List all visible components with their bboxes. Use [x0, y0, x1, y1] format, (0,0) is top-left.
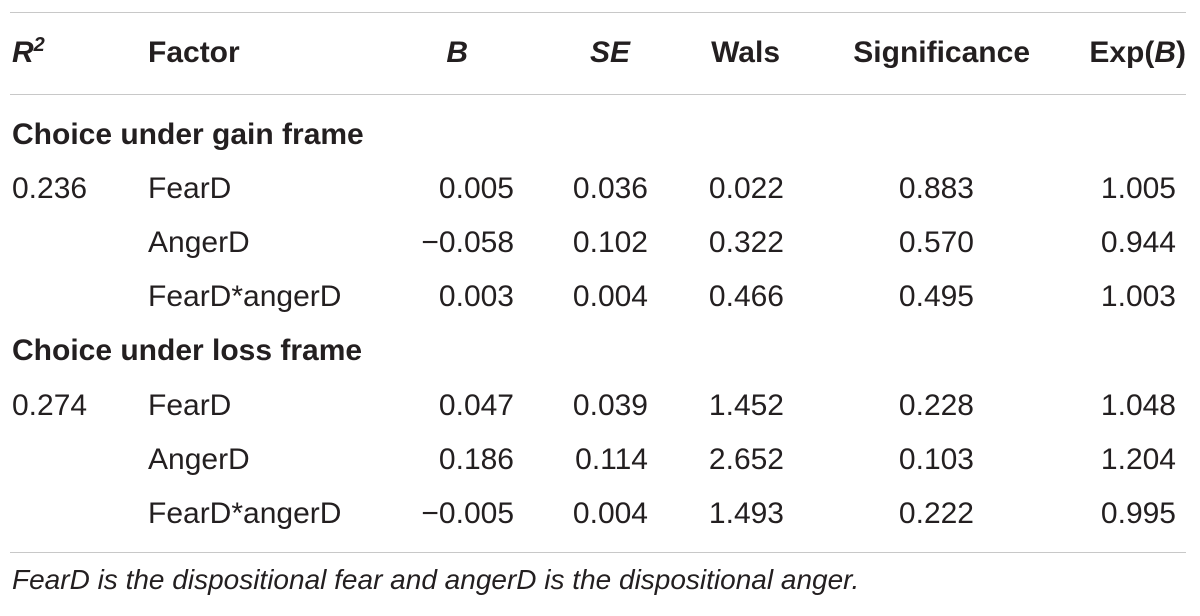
factor-cell: FearD*angerD — [148, 280, 342, 313]
header-se: SE — [589, 36, 630, 69]
b-cell: 0.005 — [438, 172, 514, 205]
b-cell: −0.005 — [421, 497, 514, 530]
sig-cell: 0.495 — [898, 280, 974, 313]
section-title-gain: Choice under gain frame — [12, 118, 364, 151]
expb-cell: 0.995 — [1100, 497, 1176, 530]
wals-cell: 2.652 — [708, 443, 784, 476]
b-cell: 0.047 — [438, 389, 514, 422]
r2-value-loss: 0.274 — [12, 389, 88, 422]
wals-cell: 0.466 — [708, 280, 784, 313]
header-rule — [10, 94, 1186, 95]
expb-cell: 1.003 — [1100, 280, 1176, 313]
factor-cell: FearD — [148, 172, 232, 205]
se-cell: 0.036 — [572, 172, 648, 205]
se-cell: 0.039 — [572, 389, 648, 422]
factor-cell: FearD — [148, 389, 232, 422]
bottom-rule — [10, 552, 1186, 553]
b-cell: 0.003 — [438, 280, 514, 313]
wals-cell: 1.452 — [708, 389, 784, 422]
header-wals: Wals — [711, 36, 780, 69]
wals-cell: 1.493 — [708, 497, 784, 530]
factor-cell: AngerD — [148, 443, 250, 476]
expb-cell: 1.048 — [1100, 389, 1176, 422]
section-title-loss: Choice under loss frame — [12, 334, 363, 367]
sig-cell: 0.883 — [898, 172, 974, 205]
header-significance: Significance — [853, 36, 1030, 69]
se-cell: 0.102 — [572, 226, 648, 259]
factor-cell: FearD*angerD — [148, 497, 342, 530]
factor-cell: AngerD — [148, 226, 250, 259]
expb-cell: 1.204 — [1100, 443, 1176, 476]
sig-cell: 0.222 — [898, 497, 974, 530]
se-cell: 0.004 — [572, 280, 648, 313]
header-factor: Factor — [148, 36, 240, 69]
sig-cell: 0.228 — [898, 389, 974, 422]
wals-cell: 0.022 — [708, 172, 784, 205]
se-cell: 0.004 — [572, 497, 648, 530]
table-footnote: FearD is the dispositional fear and ange… — [12, 564, 860, 595]
header-expb: Exp(B) — [1089, 36, 1186, 69]
expb-cell: 0.944 — [1100, 226, 1176, 259]
expb-cell: 1.005 — [1100, 172, 1176, 205]
b-cell: −0.058 — [421, 226, 514, 259]
header-b: B — [446, 36, 468, 69]
top-rule — [10, 12, 1186, 13]
sig-cell: 0.570 — [898, 226, 974, 259]
header-r2: R2 — [12, 34, 45, 69]
se-cell: 0.114 — [575, 443, 648, 476]
b-cell: 0.186 — [438, 443, 514, 476]
sig-cell: 0.103 — [898, 443, 974, 476]
wals-cell: 0.322 — [708, 226, 784, 259]
r2-value-gain: 0.236 — [12, 172, 88, 205]
